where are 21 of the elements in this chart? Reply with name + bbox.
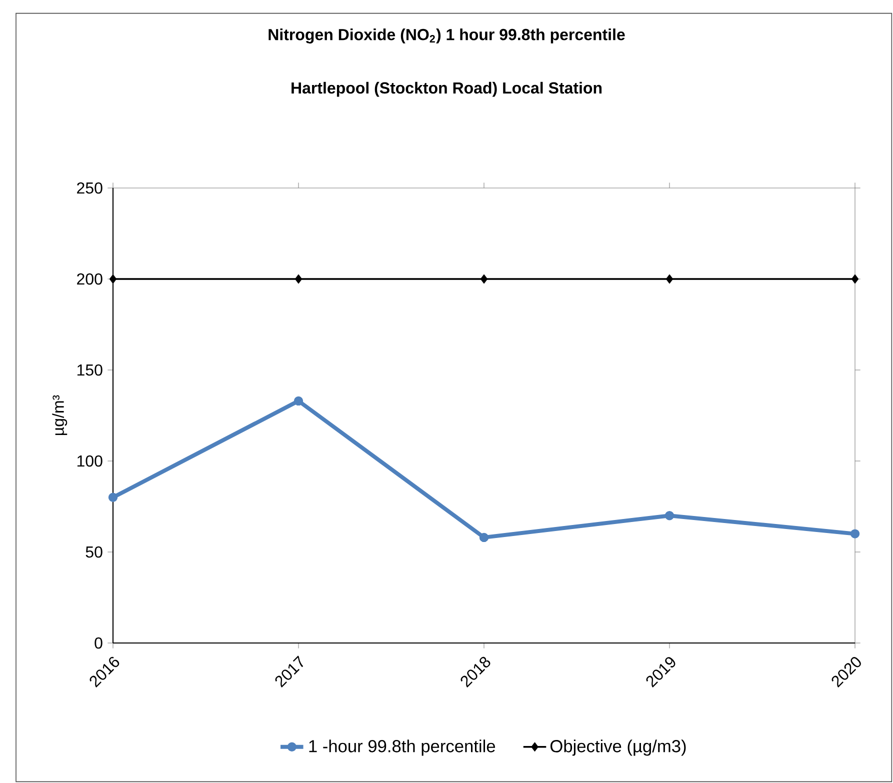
y-tick-label: 0 [94,637,102,649]
y-tick-label: 150 [77,364,102,376]
point [664,511,674,520]
point [109,274,117,284]
legend-label: 1 -hour 99.8th percentile [309,740,496,756]
point [850,529,860,538]
legend-label: Objective (µg/m3) [550,740,686,756]
point [479,532,489,542]
point [108,492,118,502]
y-tick-label: 200 [77,273,102,285]
point [851,274,859,284]
point [666,274,674,284]
chart-title: Nitrogen Dioxide (NO$_{2}$) 1 hour 99.8th percentile [268,28,625,44]
y-tick-label: 50 [86,546,102,558]
point [480,274,488,284]
chart-subtitle: Hartlepool (Stockton Road) Local Station [292,82,602,97]
y-axis-title: µg/m³ [52,395,68,436]
y-tick-label: 100 [77,455,102,467]
point [294,396,304,406]
point [294,274,302,284]
y-tick-label: 250 [77,182,102,194]
